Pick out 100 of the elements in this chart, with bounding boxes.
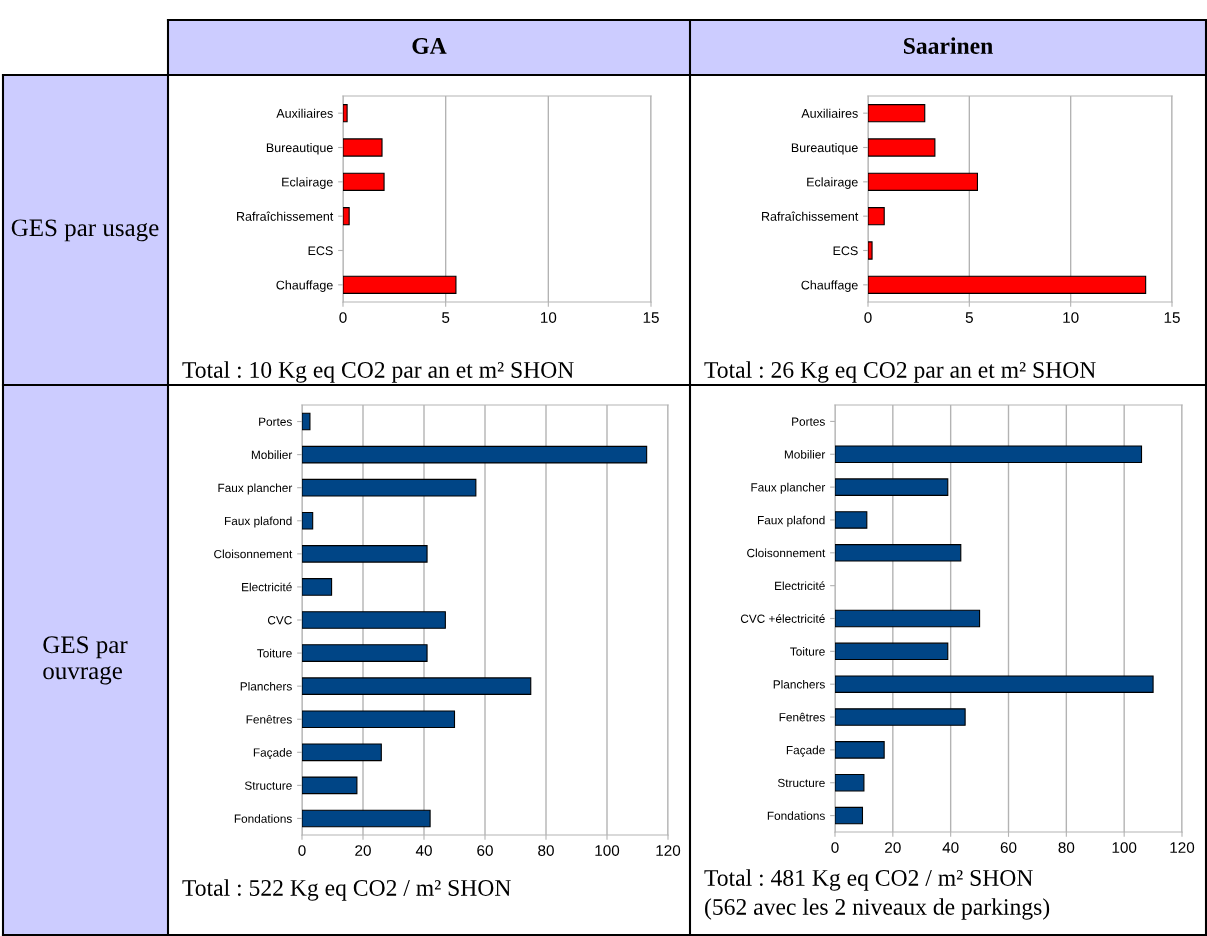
bar	[835, 741, 885, 759]
y-tick-label: Fondations	[767, 811, 825, 820]
x-tick-label: 80	[538, 845, 554, 856]
bar	[835, 544, 962, 562]
bar	[343, 275, 457, 294]
bar	[835, 675, 1154, 693]
y-tick-label: Faux plancher	[218, 483, 293, 495]
x-tick-label: 5	[442, 312, 450, 323]
x-tick-label: 100	[595, 845, 620, 856]
y-tick-label: Bureautique	[791, 142, 858, 155]
chart-title: Saarinen	[904, 37, 993, 54]
bar	[868, 241, 873, 260]
bar	[343, 138, 383, 157]
y-tick-label: Fondations	[234, 814, 292, 823]
bar	[302, 776, 358, 795]
bar	[835, 806, 864, 825]
bar	[835, 642, 949, 661]
bar	[302, 412, 311, 431]
text: Total : 26 Kg eq CO2 par an et m² SHON	[704, 361, 1096, 383]
y-tick-label: Planchers	[240, 681, 292, 691]
bar	[868, 207, 885, 226]
x-tick-label: 40	[415, 845, 432, 856]
bar	[302, 545, 428, 563]
y-tick-label: Auxiliaires	[276, 108, 333, 118]
text: (562 avec les 2 niveaux de parkings)	[705, 898, 1050, 920]
y-tick-label: CVC +électricité	[740, 614, 825, 623]
y-tick-label: Toiture	[790, 647, 825, 656]
y-tick-label: Mobilier	[784, 449, 826, 459]
y-tick-label: Faux plafond	[758, 515, 825, 527]
x-tick-label: 60	[1000, 842, 1017, 853]
bar	[835, 445, 1143, 464]
x-tick-label: 0	[831, 842, 839, 853]
bar	[868, 275, 1147, 294]
x-tick-label: 40	[942, 842, 959, 853]
y-tick-label: Chauffage	[276, 280, 333, 292]
bar	[302, 710, 456, 729]
y-tick-label: Cloisonnement	[747, 548, 826, 558]
y-tick-label: Fenêtres	[246, 714, 292, 724]
y-tick-label: Façade	[786, 745, 825, 757]
x-tick-label: 15	[643, 312, 659, 323]
x-tick-label: 120	[656, 845, 681, 856]
chart-title: GA	[412, 38, 447, 54]
bar	[302, 677, 532, 695]
text: Total : 481 Kg eq CO2 / m² SHON	[704, 869, 1033, 891]
bar	[835, 773, 865, 792]
y-tick-label: Mobilier	[251, 450, 293, 460]
bar	[302, 445, 648, 464]
bar	[868, 172, 978, 191]
bar	[835, 511, 868, 529]
x-tick-label: 15	[1164, 312, 1180, 323]
y-tick-label: Structure	[244, 781, 292, 790]
y-tick-label: Toiture	[257, 648, 292, 658]
bar	[302, 644, 428, 662]
bar	[302, 743, 382, 762]
bar	[343, 172, 385, 191]
y-tick-label: Façade	[253, 748, 292, 760]
y-tick-label: ECS	[833, 246, 858, 256]
x-tick-label: 0	[864, 312, 872, 323]
y-tick-label: Chauffage	[801, 280, 858, 292]
y-axis-title: GES par ouvrage	[43, 636, 128, 685]
x-tick-label: 80	[1058, 842, 1075, 853]
bar	[343, 104, 348, 123]
y-tick-label: Auxiliaires	[801, 108, 858, 118]
bar	[868, 104, 926, 123]
bar	[835, 708, 966, 726]
y-tick-label: Planchers	[773, 679, 825, 689]
bar	[835, 478, 949, 496]
bar	[302, 578, 333, 596]
y-tick-label: Portes	[259, 417, 292, 426]
bar	[302, 809, 431, 828]
bar	[868, 138, 936, 157]
text: Total : 522 Kg eq CO2 / m² SHON	[182, 879, 511, 901]
y-tick-label: ECS	[308, 246, 333, 256]
y-tick-label: Electricité	[775, 581, 825, 591]
x-tick-label: 5	[965, 312, 973, 323]
y-tick-label: Rafraîchissement	[237, 211, 334, 221]
x-tick-label: 20	[355, 845, 371, 856]
y-tick-label: Eclairage	[807, 177, 858, 189]
y-tick-label: Structure	[777, 778, 825, 788]
x-tick-label: 0	[298, 845, 306, 856]
y-tick-label: Cloisonnement	[214, 549, 293, 559]
x-tick-label: 100	[1112, 842, 1137, 853]
x-tick-label: 60	[477, 845, 493, 856]
x-tick-label: 10	[1063, 312, 1079, 323]
bar	[835, 609, 981, 628]
y-tick-label: Portes	[792, 417, 825, 426]
bar	[302, 511, 314, 530]
bar	[343, 207, 350, 226]
y-axis-title: GES par usage	[11, 219, 159, 242]
y-tick-label: CVC	[267, 616, 292, 625]
x-tick-label: 20	[885, 842, 901, 853]
bar	[302, 478, 477, 497]
y-tick-label: Eclairage	[282, 177, 333, 189]
y-tick-label: Rafraîchissement	[762, 211, 859, 221]
x-tick-label: 10	[541, 312, 557, 323]
x-tick-label: 0	[339, 312, 347, 323]
y-tick-label: Faux plancher	[751, 482, 826, 494]
x-tick-label: 120	[1170, 842, 1195, 853]
bar	[302, 611, 446, 629]
y-tick-label: Bureautique	[266, 142, 333, 155]
